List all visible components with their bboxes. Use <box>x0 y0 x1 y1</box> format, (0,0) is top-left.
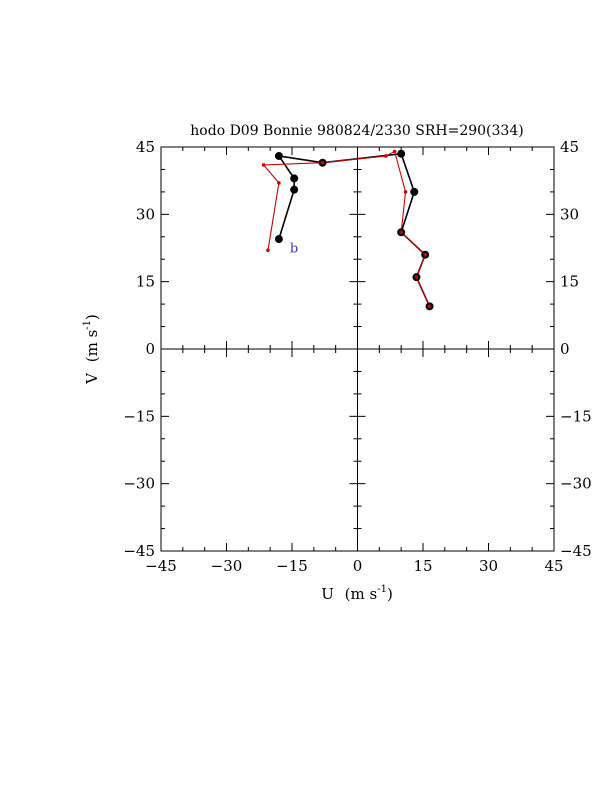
y-axis-label: V (m s-1) <box>82 314 101 385</box>
y-tick-label-left: −30 <box>123 475 155 493</box>
y-tick-label-left: 0 <box>145 340 155 358</box>
x-tick-label: 15 <box>413 557 432 575</box>
series-1-point <box>410 187 419 196</box>
series-2-point <box>384 154 388 158</box>
x-tick-label: −30 <box>211 557 243 575</box>
x-tick-label: 45 <box>544 557 563 575</box>
annotation-b: b <box>290 241 298 256</box>
axis-tick-labels: −45 −30 −15 0 15 30 45−45 −45−30 −30−15 −150 015 15… <box>123 138 591 575</box>
x-axis-label: U (m s-1) <box>321 584 393 603</box>
y-tick-label-left: 15 <box>136 273 155 291</box>
x-tick-label: −15 <box>276 557 308 575</box>
y-tick-label-right: −15 <box>560 407 592 425</box>
series-2-point <box>403 190 408 194</box>
x-tick-label: 30 <box>479 557 498 575</box>
series-line-1 <box>277 152 431 307</box>
series-layer <box>261 149 434 311</box>
y-tick-label-right: −30 <box>560 475 592 493</box>
series-2-point <box>266 248 270 253</box>
series-2-point <box>320 160 325 165</box>
series-2-point <box>427 304 432 309</box>
series-2-point <box>414 275 419 279</box>
series-1-point <box>290 174 299 183</box>
series-1-point <box>290 185 299 194</box>
series-2-point <box>423 252 427 257</box>
y-tick-label-left: 45 <box>136 138 155 156</box>
series-2-point <box>399 230 403 235</box>
y-tick-label-left: −15 <box>123 407 155 425</box>
series-1-point <box>274 151 283 160</box>
x-tick-label: 0 <box>353 557 363 575</box>
y-tick-label-left: 30 <box>136 205 155 223</box>
chart-title: hodo D09 Bonnie 980824/2330 SRH=290(334) <box>190 123 523 139</box>
y-tick-label-right: −45 <box>560 542 592 560</box>
axis-ticks <box>160 146 555 552</box>
y-tick-label-left: −45 <box>123 542 155 560</box>
y-tick-label-right: 15 <box>560 273 579 291</box>
y-tick-label-right: 30 <box>560 205 579 223</box>
series-2-point <box>261 163 266 167</box>
series-2-point <box>392 149 397 154</box>
y-tick-label-right: 45 <box>560 138 579 156</box>
series-line-2 <box>262 150 431 307</box>
series-1-point <box>397 149 406 158</box>
series-2-point <box>277 181 281 185</box>
series-1-point <box>274 235 283 244</box>
y-tick-label-right: 0 <box>560 340 570 358</box>
x-tick-label: −45 <box>145 557 177 575</box>
